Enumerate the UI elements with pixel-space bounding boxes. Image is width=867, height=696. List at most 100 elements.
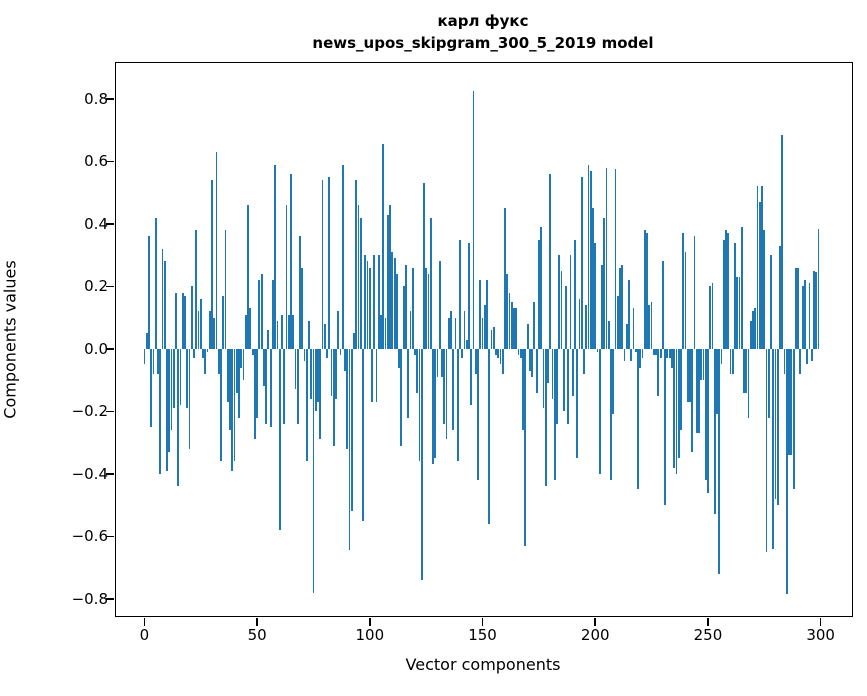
bar xyxy=(749,320,752,349)
bar xyxy=(761,186,763,349)
bar xyxy=(292,314,295,349)
bar xyxy=(391,252,394,349)
bar xyxy=(258,280,261,349)
y-tick xyxy=(106,160,115,163)
bar xyxy=(695,348,698,434)
bar xyxy=(344,348,346,371)
bar xyxy=(335,348,337,399)
bar xyxy=(547,348,549,384)
bar xyxy=(634,348,637,352)
bar xyxy=(655,348,657,356)
bar xyxy=(722,239,725,349)
bar xyxy=(745,348,748,393)
bar xyxy=(533,302,536,349)
bar xyxy=(765,348,768,552)
bar xyxy=(222,295,225,349)
bar xyxy=(438,261,441,349)
bar xyxy=(220,348,222,462)
bar xyxy=(535,348,538,393)
y-tick xyxy=(106,410,115,413)
bar xyxy=(296,348,299,424)
bar xyxy=(479,280,482,349)
bar xyxy=(436,348,439,377)
bar xyxy=(643,230,646,349)
bar xyxy=(587,164,590,349)
bar xyxy=(799,348,802,374)
bar xyxy=(380,314,382,349)
bar xyxy=(666,348,669,359)
bar xyxy=(571,348,574,396)
bar xyxy=(524,348,527,546)
bar xyxy=(332,348,335,446)
bar xyxy=(720,348,723,365)
chart-title: карл фукс news_upos_skipgram_300_5_2019 … xyxy=(115,10,851,54)
y-tick-label: 0.4 xyxy=(84,214,108,233)
bar xyxy=(159,348,162,474)
bar xyxy=(682,233,685,349)
bar xyxy=(450,311,452,349)
bar xyxy=(797,267,800,349)
bar xyxy=(754,308,757,349)
bar xyxy=(463,311,466,349)
x-tick-label: 0 xyxy=(139,626,150,644)
bar xyxy=(707,348,709,493)
bar xyxy=(190,286,193,349)
bar xyxy=(211,180,213,349)
bar xyxy=(549,173,552,349)
bar xyxy=(251,348,254,356)
bar xyxy=(459,239,461,349)
bar xyxy=(711,283,714,349)
bar xyxy=(278,348,281,531)
chart-title-line1: карл фукс xyxy=(437,12,529,30)
bar xyxy=(188,348,191,449)
bar xyxy=(276,320,279,349)
bar xyxy=(492,327,495,349)
bar xyxy=(652,348,655,356)
bar xyxy=(319,348,322,440)
bar xyxy=(628,280,630,349)
bar xyxy=(515,308,518,349)
bar xyxy=(605,167,608,349)
bar xyxy=(594,242,597,349)
bar xyxy=(274,164,277,349)
bar xyxy=(371,348,373,402)
bar xyxy=(727,233,730,349)
bar xyxy=(267,330,270,349)
bar xyxy=(145,333,148,349)
bar xyxy=(414,348,416,356)
bar xyxy=(810,348,813,362)
bar xyxy=(567,348,570,424)
bar xyxy=(562,348,565,412)
bar xyxy=(497,348,500,359)
bar xyxy=(434,348,437,459)
bar xyxy=(815,272,818,349)
bar xyxy=(781,134,784,349)
bar xyxy=(373,255,376,349)
bar xyxy=(285,205,288,349)
y-tick-label: −0.6 xyxy=(71,527,108,546)
bar xyxy=(152,348,155,374)
bar xyxy=(675,348,678,474)
bar xyxy=(625,323,628,349)
bar xyxy=(565,286,567,349)
bar xyxy=(217,348,220,374)
bar xyxy=(747,348,750,418)
bar xyxy=(794,267,797,349)
bar xyxy=(673,348,676,468)
x-tick-label: 100 xyxy=(355,626,385,644)
bar xyxy=(402,286,405,349)
bar xyxy=(244,314,247,349)
bar xyxy=(788,348,790,456)
bar xyxy=(792,348,795,490)
bar xyxy=(461,348,464,359)
bar xyxy=(481,317,484,349)
bar xyxy=(269,348,272,427)
bar xyxy=(709,286,712,349)
bar xyxy=(339,348,342,356)
bar xyxy=(382,144,385,349)
bar xyxy=(569,255,572,349)
bar xyxy=(362,348,364,521)
bar xyxy=(603,217,606,349)
bar xyxy=(808,283,811,349)
bar xyxy=(432,348,434,465)
